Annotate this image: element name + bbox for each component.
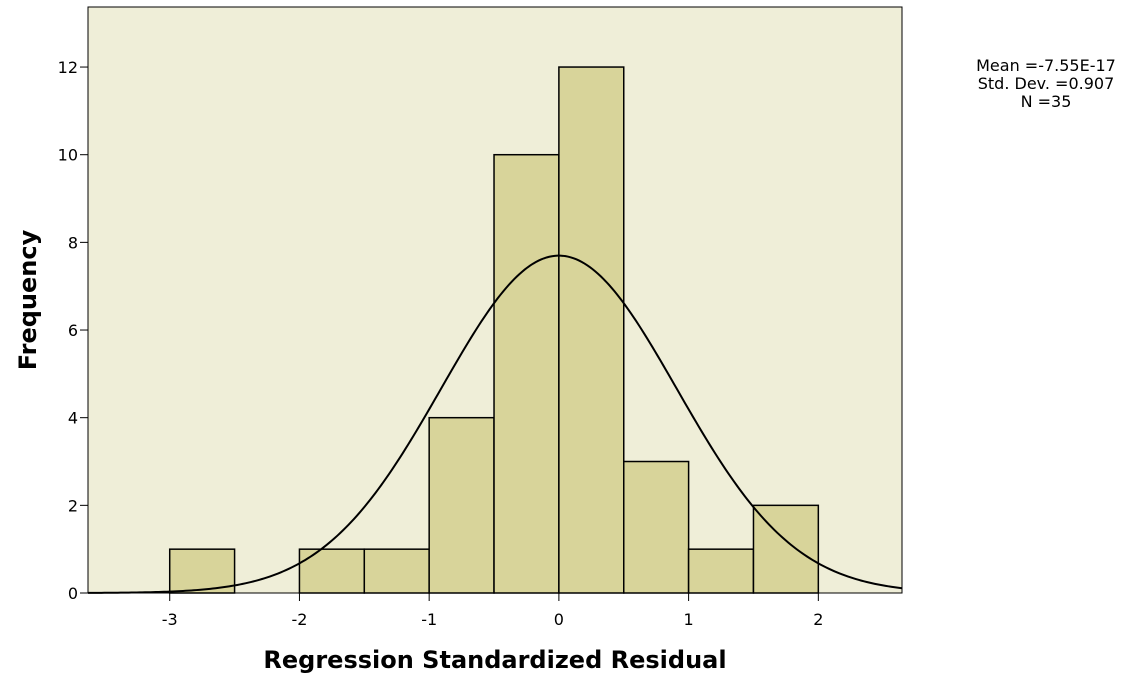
histogram-bar xyxy=(689,549,754,593)
histogram-bar xyxy=(494,155,559,593)
x-tick-label: 2 xyxy=(813,610,823,629)
stats-text: N =35 xyxy=(1021,92,1072,111)
y-tick-label: 8 xyxy=(68,233,78,252)
y-tick-label: 12 xyxy=(58,58,78,77)
histogram-bar xyxy=(624,462,689,593)
histogram-bar xyxy=(559,67,624,593)
histogram-bar xyxy=(299,549,364,593)
x-tick-label: 1 xyxy=(684,610,694,629)
y-axis-title: Frequency xyxy=(14,229,42,370)
y-tick-label: 10 xyxy=(58,146,78,165)
x-axis-title: Regression Standardized Residual xyxy=(263,646,726,674)
histogram-bar xyxy=(364,549,429,593)
y-tick-label: 2 xyxy=(68,496,78,515)
x-tick-label: -1 xyxy=(421,610,437,629)
stats-text: Std. Dev. =0.907 xyxy=(978,74,1115,93)
histogram-bar xyxy=(429,418,494,593)
y-tick-label: 6 xyxy=(68,321,78,340)
x-tick-label: -3 xyxy=(162,610,178,629)
x-tick-label: -2 xyxy=(291,610,307,629)
y-tick-label: 0 xyxy=(68,584,78,603)
y-tick-label: 4 xyxy=(68,409,78,428)
stats-text: Mean =-7.55E-17 xyxy=(976,56,1116,75)
x-tick-label: 0 xyxy=(554,610,564,629)
chart: Regression Standardized Residual Frequen… xyxy=(0,0,1137,685)
